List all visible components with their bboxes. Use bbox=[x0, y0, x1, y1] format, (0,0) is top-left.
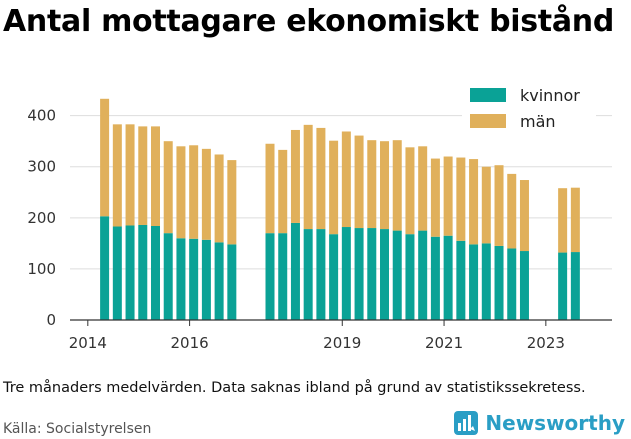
bar-kvinnor bbox=[354, 228, 364, 320]
bar-man bbox=[392, 140, 402, 231]
bar-kvinnor bbox=[380, 229, 390, 320]
bar-man bbox=[507, 173, 517, 249]
brand-logo[interactable]: Newsworthy bbox=[453, 410, 625, 436]
bar-man bbox=[176, 146, 186, 239]
x-tick-label: 2014 bbox=[69, 334, 107, 352]
chart-title: Antal mottagare ekonomiskt bistånd bbox=[3, 4, 615, 39]
legend-swatch bbox=[470, 88, 506, 102]
legend-swatch bbox=[470, 114, 506, 128]
bar-man bbox=[341, 131, 351, 228]
bar-man bbox=[367, 140, 377, 229]
axes: 0 100 200 300 400 2014 2016 2019 2021 2023 bbox=[27, 107, 612, 352]
bar-kvinnor bbox=[265, 233, 275, 320]
legend: kvinnor män bbox=[462, 84, 596, 142]
bar-kvinnor bbox=[443, 235, 453, 320]
x-tick-label: 2023 bbox=[527, 334, 565, 352]
bar-kvinnor bbox=[100, 216, 110, 320]
bar-kvinnor bbox=[201, 239, 211, 320]
bar-kvinnor bbox=[405, 234, 415, 320]
bar-kvinnor bbox=[558, 252, 568, 320]
bar-kvinnor bbox=[481, 243, 491, 320]
bar-kvinnor bbox=[150, 226, 160, 320]
bar-man bbox=[570, 187, 580, 253]
brand-name: Newsworthy bbox=[485, 411, 625, 435]
legend-label: kvinnor bbox=[520, 86, 580, 105]
bar-man bbox=[405, 147, 415, 235]
bar-man bbox=[380, 141, 390, 230]
bar-kvinnor bbox=[367, 228, 377, 320]
bar-man bbox=[354, 135, 364, 229]
bar-kvinnor bbox=[125, 225, 135, 320]
bar-man bbox=[418, 146, 428, 231]
bar-kvinnor bbox=[227, 244, 237, 320]
bar-man bbox=[150, 126, 160, 226]
bar-kvinnor bbox=[469, 244, 479, 320]
bars bbox=[100, 98, 580, 320]
bar-man bbox=[201, 148, 211, 240]
y-tick-label: 300 bbox=[27, 158, 56, 176]
bar-kvinnor bbox=[316, 229, 326, 320]
bar-kvinnor bbox=[163, 233, 173, 320]
bar-man bbox=[430, 158, 440, 237]
legend-label: män bbox=[520, 112, 556, 131]
bar-man bbox=[494, 165, 504, 246]
y-tick-label: 200 bbox=[27, 209, 56, 227]
newsworthy-logo-icon bbox=[454, 411, 479, 435]
bar-man bbox=[265, 143, 275, 234]
bar-kvinnor bbox=[329, 234, 339, 320]
y-tick-label: 100 bbox=[27, 260, 56, 278]
x-tick-label: 2016 bbox=[171, 334, 209, 352]
source-label: Källa: Socialstyrelsen bbox=[3, 421, 152, 437]
bar-kvinnor bbox=[570, 252, 580, 320]
bar-man bbox=[316, 127, 326, 230]
bar-kvinnor bbox=[507, 248, 517, 320]
bar-man bbox=[456, 157, 466, 241]
bar-man bbox=[189, 145, 199, 239]
bar-kvinnor bbox=[392, 230, 402, 320]
bar-kvinnor bbox=[290, 222, 300, 320]
bar-man bbox=[481, 166, 491, 244]
bar-man bbox=[138, 126, 148, 225]
bar-man bbox=[278, 149, 288, 234]
bar-kvinnor bbox=[176, 238, 186, 320]
y-tick-label: 400 bbox=[27, 107, 56, 125]
x-tick-label: 2021 bbox=[425, 334, 463, 352]
bar-man bbox=[112, 124, 122, 227]
x-tick-label: 2019 bbox=[323, 334, 361, 352]
bar-kvinnor bbox=[456, 240, 466, 320]
bar-kvinnor bbox=[519, 251, 529, 320]
bar-kvinnor bbox=[430, 236, 440, 320]
bar-kvinnor bbox=[341, 227, 351, 320]
chart-caption: Tre månaders medelvärden. Data saknas ib… bbox=[3, 380, 586, 396]
bar-man bbox=[100, 98, 110, 217]
bar-man bbox=[329, 140, 339, 235]
bar-man bbox=[558, 188, 568, 253]
bar-kvinnor bbox=[494, 245, 504, 320]
bar-man bbox=[469, 159, 479, 245]
bar-kvinnor bbox=[278, 233, 288, 320]
bar-kvinnor bbox=[303, 229, 313, 320]
bar-kvinnor bbox=[418, 230, 428, 320]
bar-man bbox=[290, 129, 300, 223]
bar-kvinnor bbox=[112, 226, 122, 320]
bar-man bbox=[163, 141, 173, 234]
bar-kvinnor bbox=[189, 238, 199, 320]
bar-man bbox=[214, 154, 224, 243]
bar-man bbox=[303, 124, 313, 230]
bar-kvinnor bbox=[138, 224, 148, 320]
bar-kvinnor bbox=[214, 242, 224, 320]
bar-man bbox=[443, 156, 453, 236]
bar-man bbox=[519, 180, 529, 252]
y-tick-label: 0 bbox=[46, 311, 56, 329]
bar-man bbox=[227, 160, 237, 245]
bar-man bbox=[125, 124, 135, 226]
